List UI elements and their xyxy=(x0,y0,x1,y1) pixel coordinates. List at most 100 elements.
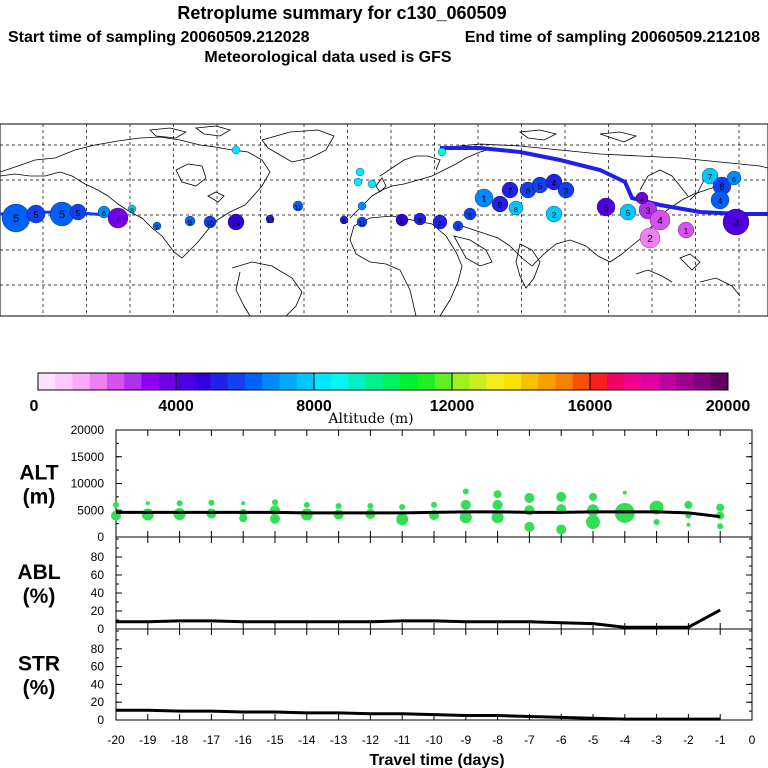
colorbar-swatch xyxy=(486,373,505,390)
colorbar-swatch xyxy=(55,373,73,390)
x-tick-label: -7 xyxy=(524,733,535,747)
colorbar-swatch xyxy=(141,373,160,390)
y-tick-label: 10000 xyxy=(71,477,105,491)
plume-centroid-dot xyxy=(292,200,304,212)
colorbar-swatch xyxy=(72,373,91,390)
altitude-cluster-point xyxy=(491,511,504,524)
altitude-cluster-point xyxy=(333,509,344,520)
plume-centroid-dot xyxy=(26,204,46,224)
colorbar-swatch xyxy=(193,373,211,390)
y-tick-label: 20 xyxy=(91,604,105,618)
x-tick-label: -1 xyxy=(715,733,726,747)
plume-centroid-dot xyxy=(463,207,477,221)
plume-centroid-day-label: 8 xyxy=(130,208,134,215)
plume-centroid-day-label: 5 xyxy=(626,209,631,218)
x-tick-label: -9 xyxy=(460,733,471,747)
plume-centroid-day-label: 4 xyxy=(640,197,644,204)
colorbar-swatch xyxy=(590,373,608,390)
plume-centroid-day-label: 8 xyxy=(400,219,404,226)
plume-centroid-dot xyxy=(203,215,217,229)
colorbar-swatch xyxy=(89,373,108,390)
coastlines xyxy=(0,125,768,317)
altitude-cluster-point xyxy=(459,511,472,524)
plume-centroid-day-label: 4 xyxy=(657,216,663,227)
series-line-str xyxy=(116,708,721,721)
plume-centroid-day-label: 7 xyxy=(155,225,159,232)
altitude-cluster-point xyxy=(684,500,693,509)
plume-centroid-day-label: 7 xyxy=(115,214,121,225)
plume-centroid-dot xyxy=(339,215,349,225)
plume-centroid-dot xyxy=(545,205,563,223)
panel-unit-label: (m) xyxy=(23,486,56,509)
plume-centroid-dot xyxy=(474,188,494,208)
plume-centroid-day-label: 8 xyxy=(514,207,518,214)
plume-centroid-day-label: 9 xyxy=(418,218,422,225)
plume-centroid-day-label: 3 xyxy=(564,187,569,196)
plume-centroid-day-label: 5 xyxy=(76,209,81,218)
altitude-cluster-point xyxy=(717,523,724,530)
altitude-cluster-point xyxy=(176,500,183,507)
plume-centroid-day-label: 1 xyxy=(481,194,486,204)
y-tick-label: 0 xyxy=(97,713,104,727)
panel-label: STR xyxy=(18,653,60,676)
plume-extra-dot xyxy=(355,167,365,177)
altitude-cluster-point xyxy=(208,499,215,506)
plume-centroid-day-label: 14 xyxy=(232,219,241,228)
plume-centroid-dot xyxy=(152,221,162,231)
x-tick-label: -11 xyxy=(394,733,411,747)
plume-centroid-day-label: 6 xyxy=(438,221,442,228)
plume-centroid-dot xyxy=(356,216,368,228)
plume-centroid-day-label: 9 xyxy=(342,219,346,226)
plume-centroid-dot xyxy=(491,195,509,213)
plume-centroid-day-label: 2 xyxy=(647,234,653,245)
colorbar-title: Altitude (m) xyxy=(327,411,413,427)
altitude-cluster-point xyxy=(367,502,374,509)
plume-extra-dot xyxy=(367,179,377,189)
plume-centroid-dot xyxy=(508,200,524,216)
colorbar-frame xyxy=(37,372,729,391)
y-tick-label: 5000 xyxy=(77,503,104,517)
series-line-abl xyxy=(116,608,721,629)
colorbar-tick-label: 8000 xyxy=(296,398,332,415)
time-series-panels: 05000100001500020000ALT(m)020406080ABL(%… xyxy=(17,423,753,727)
colorbar-tick-label: 16000 xyxy=(568,398,613,415)
plume-centroid-dot xyxy=(265,214,275,224)
colorbar-swatch xyxy=(521,373,539,390)
y-tick-label: 80 xyxy=(91,550,105,564)
colorbar-swatch xyxy=(400,373,418,390)
altitude-cluster-point xyxy=(586,515,600,530)
x-tick-label: -15 xyxy=(266,733,284,747)
altitude-cluster-point xyxy=(686,522,691,527)
altitude-cluster-point xyxy=(239,514,248,523)
plume-centroid-dot xyxy=(677,221,695,239)
plume-centroid-day-label: 6 xyxy=(732,177,736,184)
plume-centroid-dot xyxy=(596,197,616,217)
colorbar-swatch xyxy=(210,373,229,390)
plume-centroid-day-label: 6 xyxy=(526,187,531,196)
altitude-cluster-point xyxy=(556,491,567,502)
plume-centroid-dot xyxy=(395,213,409,227)
plume-centroid-day-label: 1 xyxy=(684,227,689,236)
altitude-cluster-point xyxy=(173,507,186,520)
plume-centroid-day-label: 11 xyxy=(294,205,301,212)
colorbar-swatch xyxy=(331,373,349,390)
plume-centroid-dot xyxy=(127,204,137,214)
panel-unit-label: (%) xyxy=(23,677,56,700)
panel-frame xyxy=(115,536,753,630)
colorbar-swatch xyxy=(383,373,401,390)
figure-title: Retroplume summary for c130_060509 xyxy=(177,3,506,23)
colorbar-swatch xyxy=(452,373,470,390)
plume-centroid-day-label: 7 xyxy=(708,173,713,182)
panel-str: 0 20 40 60 80 STR(%) xyxy=(18,628,753,727)
altitude-cluster-point xyxy=(141,508,154,521)
plume-centroid-dot xyxy=(619,203,637,221)
altitude-cluster-point xyxy=(622,490,627,495)
x-tick-label: -13 xyxy=(330,733,348,747)
altitude-cluster-point xyxy=(493,490,502,499)
altitude-cluster-point xyxy=(335,502,342,509)
altitude-cluster-point xyxy=(303,501,310,508)
altitude-cluster-point xyxy=(524,521,535,532)
colorbar-swatch xyxy=(124,373,142,390)
